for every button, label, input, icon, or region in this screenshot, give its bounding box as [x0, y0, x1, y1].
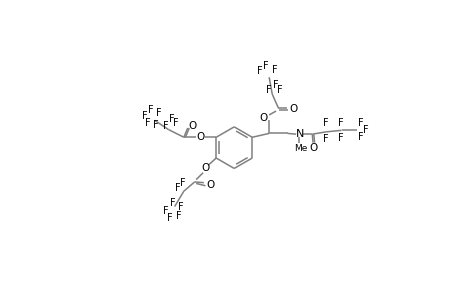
Text: F: F	[322, 134, 327, 144]
Text: F: F	[174, 183, 180, 193]
Text: F: F	[162, 121, 168, 131]
Text: O: O	[188, 121, 196, 131]
Text: F: F	[153, 120, 159, 130]
Text: F: F	[162, 206, 168, 216]
Text: F: F	[322, 118, 327, 128]
Text: F: F	[271, 65, 277, 75]
Text: F: F	[167, 213, 173, 223]
Text: F: F	[145, 118, 150, 128]
Text: F: F	[176, 211, 182, 221]
Text: O: O	[201, 163, 209, 173]
Text: F: F	[263, 61, 269, 70]
Text: F: F	[337, 133, 343, 143]
Text: F: F	[276, 85, 282, 95]
Text: F: F	[357, 132, 363, 142]
Text: O: O	[206, 180, 214, 190]
Text: F: F	[265, 85, 271, 95]
Text: F: F	[148, 104, 153, 115]
Text: O: O	[309, 143, 317, 153]
Text: F: F	[173, 118, 179, 128]
Text: N: N	[295, 129, 303, 139]
Text: Me: Me	[293, 144, 307, 153]
Text: O: O	[259, 113, 267, 123]
Text: F: F	[170, 198, 175, 208]
Text: O: O	[288, 104, 297, 114]
Text: F: F	[141, 111, 147, 121]
Text: F: F	[178, 202, 183, 212]
Text: F: F	[357, 118, 363, 128]
Text: F: F	[257, 66, 262, 76]
Text: F: F	[179, 178, 185, 188]
Text: F: F	[156, 108, 162, 118]
Text: F: F	[337, 118, 343, 128]
Text: F: F	[272, 80, 278, 90]
Text: F: F	[168, 114, 174, 124]
Text: F: F	[362, 125, 367, 135]
Text: O: O	[196, 132, 205, 142]
